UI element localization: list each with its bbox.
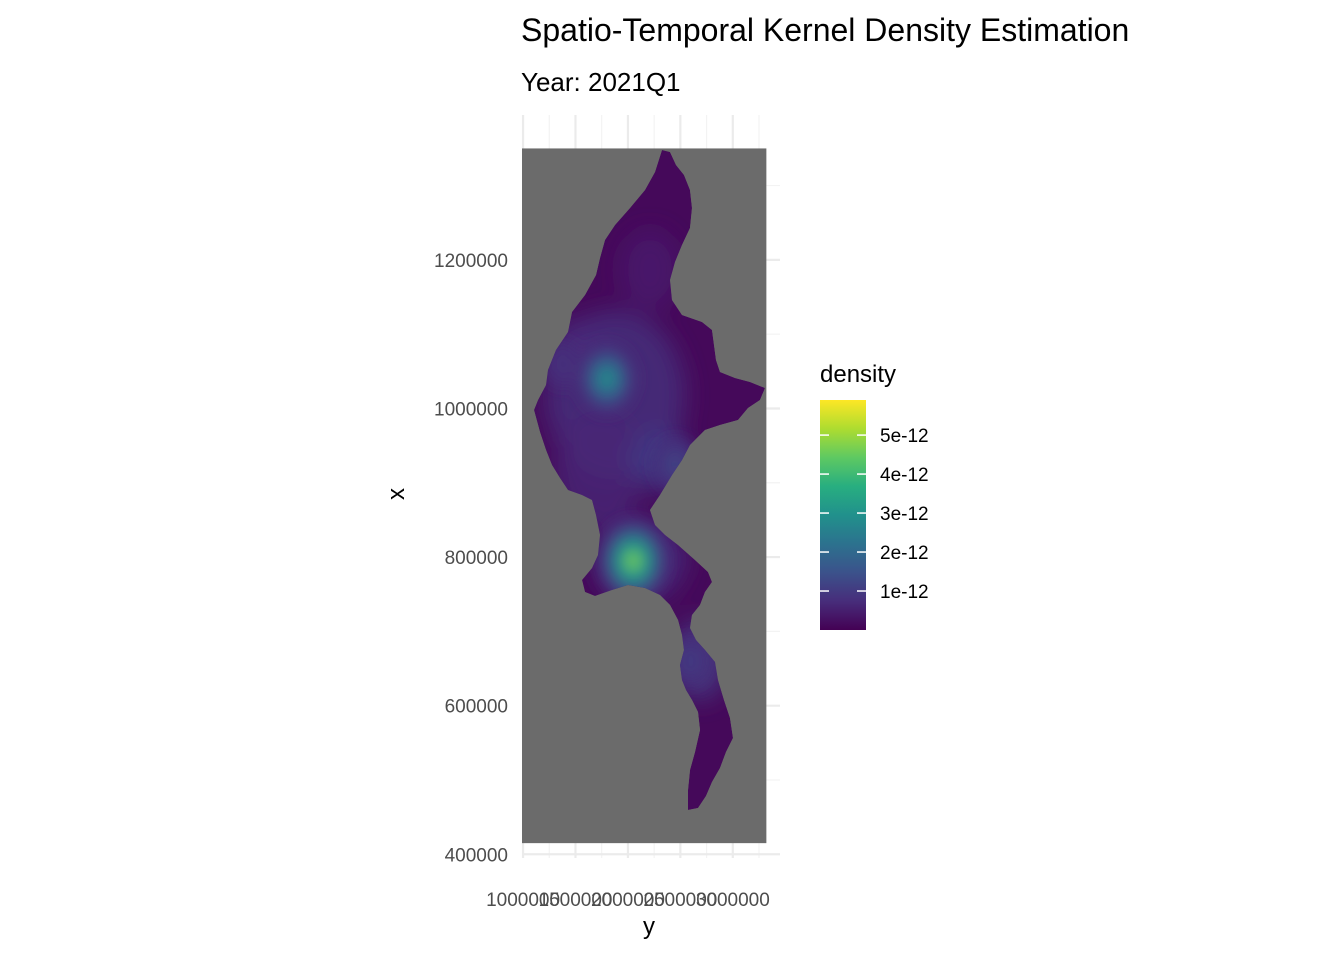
x-tick-label: 2000000: [591, 890, 665, 911]
legend: density 1e-12 2e-12 3e-12 4e-12 5e-12: [820, 361, 929, 630]
legend-label: 3e-12: [880, 504, 929, 525]
y-tick-label: 800000: [445, 548, 508, 569]
y-tick-label: 400000: [445, 845, 508, 866]
chart-title: Spatio-Temporal Kernel Density Estimatio…: [521, 12, 1129, 48]
legend-label: 1e-12: [880, 582, 929, 603]
y-tick-label: 1000000: [434, 399, 508, 420]
x-tick-label: 2500000: [643, 890, 717, 911]
density-peak: [600, 371, 614, 387]
x-tick-label: 1500000: [539, 890, 613, 911]
y-tick-label: 600000: [445, 697, 508, 718]
chart-subtitle: Year: 2021Q1: [521, 67, 681, 97]
density-peak: [626, 552, 641, 570]
x-tick-label: 1000000: [486, 890, 560, 911]
density-peaks: [543, 340, 713, 688]
y-axis: 400000 600000 800000 1000000 1200000: [434, 251, 508, 866]
density-peak: [558, 359, 567, 369]
legend-label: 4e-12: [880, 465, 929, 486]
y-tick-label: 1200000: [434, 251, 508, 272]
x-axis-title: y: [643, 913, 655, 940]
legend-ticks: 1e-12 2e-12 3e-12 4e-12 5e-12: [820, 426, 929, 603]
x-tick-label: 3000000: [696, 890, 770, 911]
y-axis-title: x: [383, 488, 410, 500]
density-peak: [686, 655, 696, 667]
density-surface: [534, 150, 765, 810]
legend-label: 5e-12: [880, 426, 929, 447]
legend-label: 2e-12: [880, 543, 929, 564]
legend-title: density: [820, 361, 896, 388]
